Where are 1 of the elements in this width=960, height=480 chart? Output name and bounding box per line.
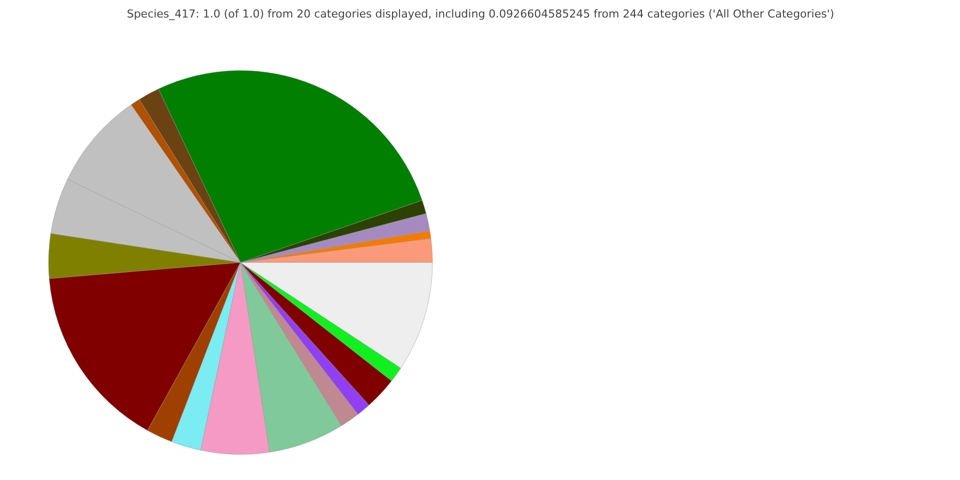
text: Species_417: 1.0 (of 1.0) from 20 categories displayed, including 0.0926604585245 from 244 categories ('All Other Categories') — [126, 8, 834, 20]
